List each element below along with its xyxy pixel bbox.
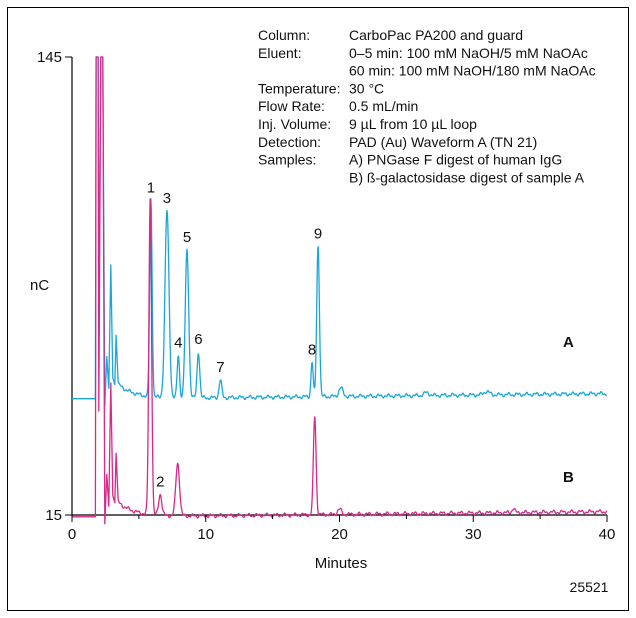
y-ticks: 145 15 — [37, 49, 72, 524]
condition-value: 60 min: 100 mM NaOH/180 mM NaOAc — [349, 63, 596, 79]
condition-label: Detection: — [258, 134, 321, 150]
x-axis-title: Minutes — [315, 555, 368, 572]
x-tick-label: 40 — [599, 526, 616, 543]
peak-label: 3 — [163, 190, 171, 207]
condition-label: Temperature: — [258, 80, 340, 96]
trace-label-a: A — [563, 334, 574, 351]
condition-value: 0.5 mL/min — [349, 98, 418, 114]
condition-value: A) PNGase F digest of human IgG — [349, 152, 562, 168]
condition-label: Eluent: — [258, 45, 302, 61]
traces — [72, 56, 608, 525]
y-tick-label: 145 — [37, 49, 62, 66]
conditions-table: Column: CarboPac PA200 and guard Eluent: 0–… — [258, 27, 596, 185]
trace-a — [72, 56, 608, 407]
condition-value: B) ß-galactosidase digest of sample A — [349, 169, 585, 185]
condition-value: 30 °C — [349, 80, 384, 96]
condition-value: PAD (Au) Waveform A (TN 21) — [349, 134, 537, 150]
x-ticks: 0 10 20 30 40 — [68, 515, 616, 543]
peak-label: 1 — [147, 180, 155, 197]
trace-label-b: B — [563, 469, 574, 486]
condition-label: Samples: — [258, 152, 316, 168]
peak-labels: 13 5 4 67 8 9 2 — [147, 180, 323, 491]
x-tick-label: 30 — [465, 526, 482, 543]
y-tick-label: 15 — [45, 507, 62, 524]
figure-id: 25521 — [570, 579, 609, 595]
peak-label: 6 — [194, 331, 202, 348]
peak-label: 4 — [174, 335, 182, 352]
condition-value: CarboPac PA200 and guard — [349, 27, 523, 43]
plot-area: 0 10 20 30 40 145 15 13 5 4 67 8 9 2 — [37, 49, 615, 543]
peak-label: 7 — [216, 359, 224, 376]
condition-label: Flow Rate: — [258, 98, 325, 114]
condition-label: Column: — [258, 27, 310, 43]
condition-label: Inj. Volume: — [258, 116, 331, 132]
y-axis-title: nC — [30, 277, 49, 294]
peak-label: 8 — [308, 342, 316, 359]
trace-b — [72, 56, 608, 525]
condition-value: 9 µL from 10 µL loop — [349, 116, 477, 132]
peak-label: 5 — [183, 229, 191, 246]
peak-label: 9 — [314, 225, 322, 242]
x-tick-label: 20 — [331, 526, 348, 543]
x-tick-label: 0 — [68, 526, 76, 543]
condition-value: 0–5 min: 100 mM NaOH/5 mM NaOAc — [349, 45, 588, 61]
peak-label: 2 — [156, 474, 164, 491]
x-tick-label: 10 — [197, 526, 214, 543]
